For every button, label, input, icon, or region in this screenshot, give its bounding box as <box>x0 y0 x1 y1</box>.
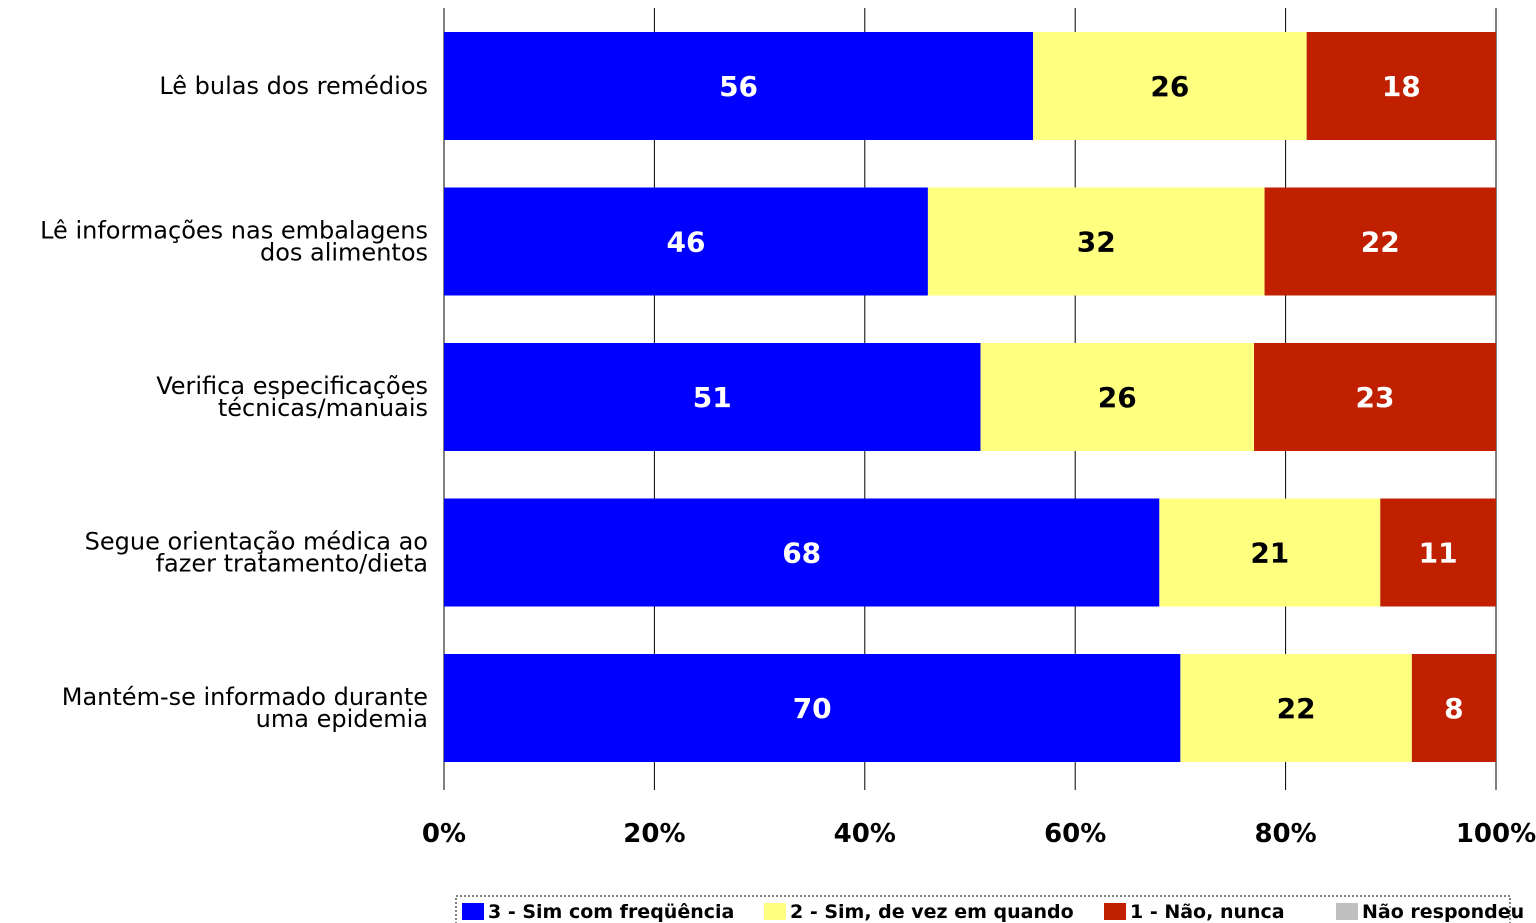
data-label: 26 <box>1150 70 1189 103</box>
bar-segment <box>927 187 1265 296</box>
bar-segment <box>444 654 1181 762</box>
data-label: 22 <box>1361 226 1400 259</box>
x-tick-label: 20% <box>623 819 685 849</box>
data-label: 68 <box>782 537 821 570</box>
legend-box <box>455 895 1511 923</box>
data-label: 8 <box>1444 692 1463 725</box>
legend-swatch <box>462 903 484 920</box>
data-label: 56 <box>719 70 758 103</box>
category-labels: Lê bulas dos remédios Lê informações nas … <box>40 72 428 733</box>
data-label: 46 <box>666 226 705 259</box>
bars: 56 26 18 46 32 22 51 26 23 68 21 11 70 22 8 <box>444 32 1496 762</box>
bar-segment <box>444 498 1160 607</box>
legend-swatch <box>1336 903 1358 920</box>
x-tick-label: 80% <box>1254 819 1316 849</box>
bar-segment <box>1033 32 1307 140</box>
category-label: Mantém-se informado durante uma epidemia <box>62 683 428 733</box>
x-tick-label: 0% <box>422 819 466 849</box>
bar-segment <box>1380 498 1496 607</box>
data-label: 21 <box>1250 537 1289 570</box>
x-tick-label: 100% <box>1456 819 1536 849</box>
legend-label: Não respondeu <box>1362 901 1524 923</box>
x-tick-label: 40% <box>834 819 896 849</box>
bar-segment <box>1306 32 1496 140</box>
data-label: 18 <box>1382 70 1421 103</box>
category-label: Verifica especificações técnicas/manuais <box>156 372 428 422</box>
legend: 3 - Sim com freqüência 2 - Sim, de vez em… <box>455 895 1524 923</box>
bar-segment <box>1264 187 1496 296</box>
category-label: Segue orientação médica ao fazer tratamen… <box>85 528 428 578</box>
legend-label: 1 - Não, nunca <box>1130 901 1285 923</box>
data-label: 51 <box>693 381 732 414</box>
x-axis-ticks: 0% 20% 40% 60% 80% 100% <box>422 819 1536 849</box>
data-label: 23 <box>1356 381 1395 414</box>
legend-label: 3 - Sim com freqüência <box>488 901 734 923</box>
category-label: Lê bulas dos remédios <box>159 72 428 100</box>
bar-segment <box>1180 654 1412 762</box>
data-label: 22 <box>1277 692 1316 725</box>
bar-segment <box>444 343 981 451</box>
bar-segment <box>444 32 1034 140</box>
legend-swatch <box>1104 903 1126 920</box>
bar-segment <box>1411 654 1496 762</box>
bar-segment <box>444 187 928 296</box>
x-tick-label: 60% <box>1044 819 1106 849</box>
data-label: 70 <box>793 692 832 725</box>
data-label: 11 <box>1419 537 1458 570</box>
category-label: Lê informações nas embalagens dos aliment… <box>40 217 428 267</box>
data-label: 32 <box>1077 226 1116 259</box>
bar-segment <box>1254 343 1496 451</box>
bar-segment <box>980 343 1255 451</box>
legend-label: 2 - Sim, de vez em quando <box>790 901 1074 923</box>
bar-segment <box>1159 498 1381 607</box>
legend-swatch <box>764 903 786 920</box>
data-label: 26 <box>1098 381 1137 414</box>
